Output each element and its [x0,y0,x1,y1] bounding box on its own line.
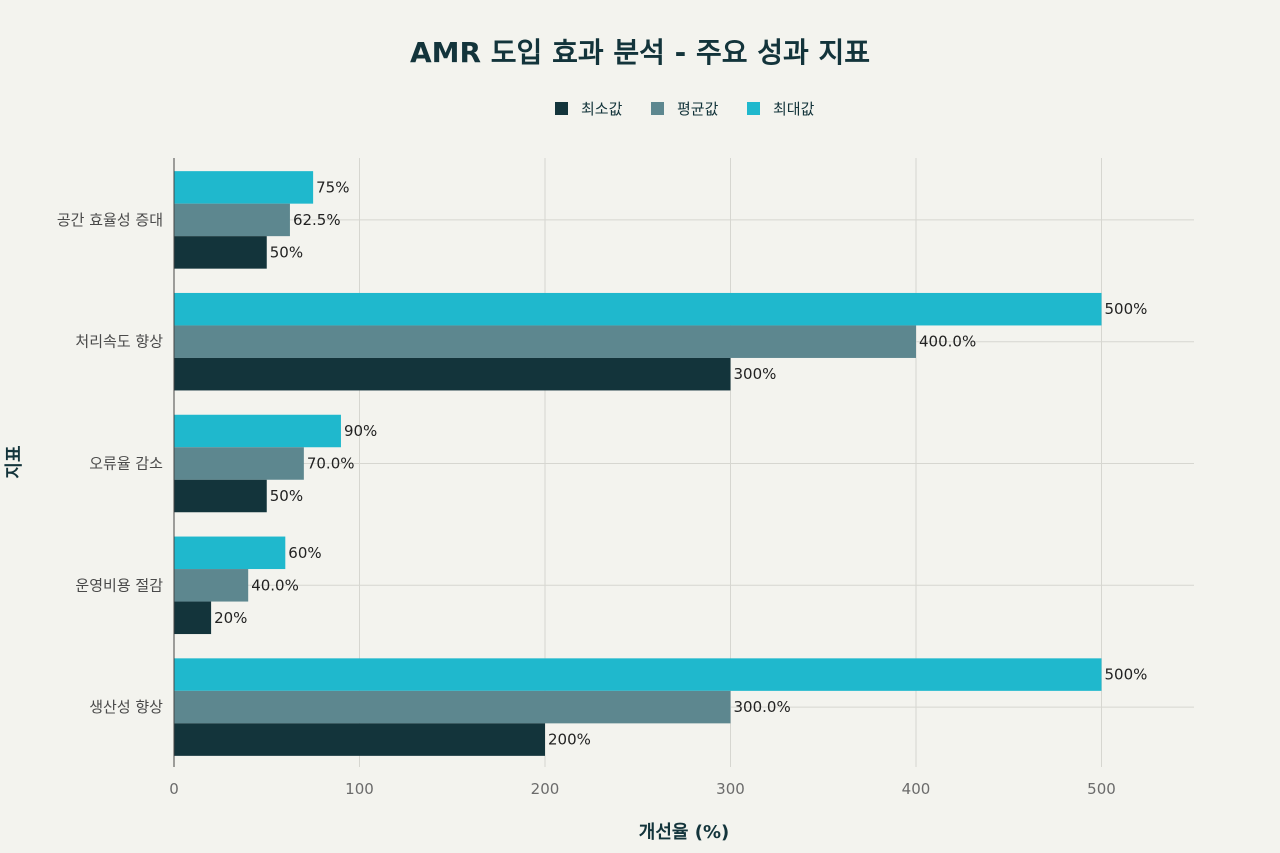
bar-1-1 [174,325,916,358]
data-label: 90% [344,422,377,440]
x-tick-label: 300 [716,780,745,798]
category-label: 생산성 향상 [89,698,163,716]
data-label: 50% [270,243,303,261]
category-label: 운영비용 절감 [75,576,163,594]
category-label: 공간 효율성 증대 [57,211,163,229]
data-label: 300.0% [734,698,791,716]
bar-1-0 [174,203,290,237]
legend-label: 최대값 [773,100,815,118]
x-axis-title: 개선율 (%) [639,822,729,843]
bar-2-3 [174,536,286,570]
data-label: 20% [214,609,247,627]
data-label: 300% [734,365,777,383]
x-tick-label: 500 [1087,780,1116,798]
bar-2-0 [174,171,314,204]
x-tick-label: 200 [531,780,560,798]
bar-0-1 [174,357,731,391]
x-tick-label: 400 [902,780,931,798]
x-tick-label: 100 [345,780,374,798]
data-label: 40.0% [251,576,299,594]
y-axis-title: 지표 [4,445,25,478]
legend-swatch [651,102,664,115]
data-label: 62.5% [293,211,341,229]
data-label: 500% [1105,666,1148,684]
data-labels: 75%62.5%50%500%400.0%300%90%70.0%50%60%4… [214,178,1147,748]
bar-0-3 [174,601,212,635]
category-label: 오류율 감소 [89,455,163,473]
category-label: 처리속도 향상 [75,333,163,351]
bar-0-0 [174,236,267,269]
data-label: 60% [288,544,321,562]
bar-0-2 [174,479,267,513]
data-label: 75% [316,178,349,196]
legend-label: 최소값 [581,100,623,118]
data-label: 500% [1105,300,1148,318]
bar-2-4 [174,658,1102,691]
legend-swatch [555,102,568,115]
data-label: 50% [270,487,303,505]
legend-label: 평균값 [677,100,719,118]
legend-swatch [747,102,760,115]
bars [174,171,1102,756]
x-tick-labels: 0 100 200 300 400 500 [169,780,1116,798]
data-label: 400.0% [919,333,976,351]
bar-1-2 [174,447,304,480]
data-label: 200% [548,731,591,749]
legend: 최소값 평균값 최대값 [555,100,815,118]
bar-2-2 [174,414,341,448]
bar-1-4 [174,690,731,724]
bar-2-1 [174,292,1102,326]
bar-0-4 [174,723,545,756]
data-label: 70.0% [307,455,355,473]
bar-1-3 [174,569,249,602]
chart-title: AMR 도입 효과 분석 - 주요 성과 지표 [410,36,870,69]
x-tick-label: 0 [169,780,179,798]
